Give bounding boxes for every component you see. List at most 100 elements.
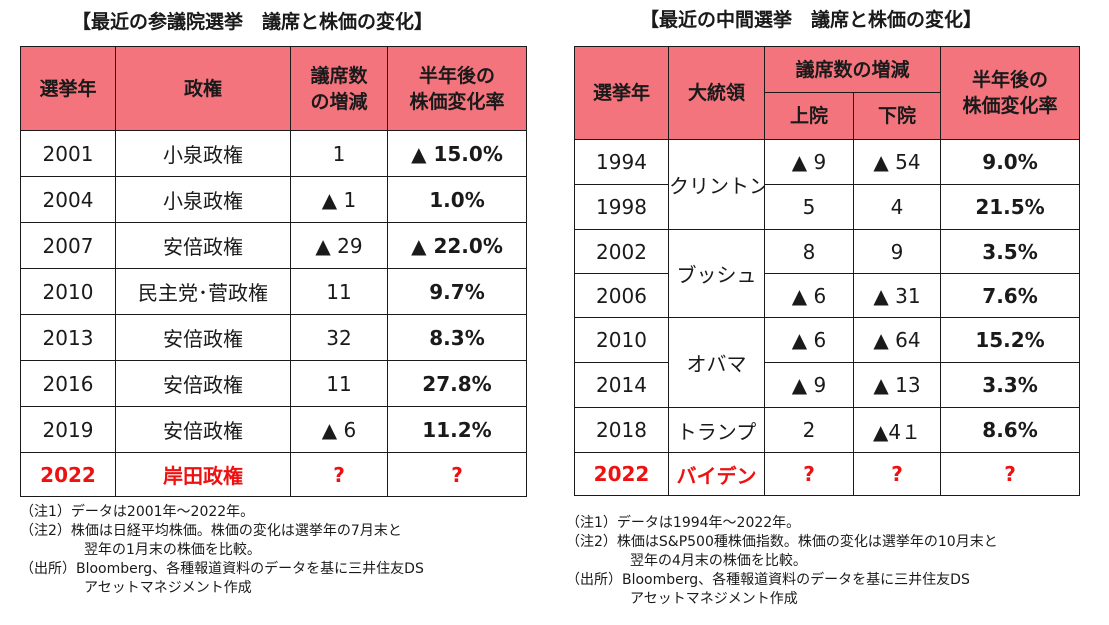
cell-house: ▲ 31 [852,273,942,318]
right-footnotes: （注1）データは1994年～2022年。 （注2）株価はS&P500種株価指数。… [566,514,998,609]
right-source: （出所）Bloomberg、各種報道資料のデータを基に三井住友DS [566,572,970,588]
cell-president: オバマ [668,317,765,408]
header-president: 大統領 [668,46,765,140]
table-row: 2010 オバマ ▲ 6 ▲ 64 15.2% [574,317,1081,408]
cell-seats: 11 [290,360,388,407]
cell-year: 2018 [574,407,669,453]
table-row-highlight: 2022 バイデン ? ? ? [574,452,1081,496]
cell-year: 1994 [574,139,669,185]
cell-year: 2006 [574,273,669,318]
cell-regime: 民主党･菅政権 [115,268,291,315]
table-row: 2016 安倍政権 11 27.8% [20,360,527,407]
table-row: 2010 民主党･菅政権 11 9.7% [20,268,527,315]
table-row: 2006 ▲ 6 ▲ 31 7.6% [574,273,1081,318]
cell-year: 2001 [20,130,116,177]
cell-year: 2002 [574,229,669,274]
cell-year: 2019 [20,406,116,453]
table-subheader-row: 上院 下院 [575,92,1080,140]
cell-year: 2013 [20,314,116,361]
cell-house: 4 [852,184,942,230]
header-seat-change: 議席数の増減 [763,46,942,93]
cell-house-highlight: ? [852,452,942,496]
cell-year: 2010 [574,317,669,363]
cell-seats: 1 [290,130,388,177]
left-source: （出所）Bloomberg、各種報道資料のデータを基に三井住友DS [20,561,424,577]
cell-regime: 安倍政権 [115,222,291,269]
cell-year: 2014 [574,362,669,408]
table-row: 2007 安倍政権 ▲ 29 ▲ 22.0% [20,222,527,269]
right-table-title: 【最近の中間選挙 議席と株価の変化】 [640,9,983,31]
cell-year-highlight: 2022 [20,452,116,497]
header-stock-change-line1: 半年後の [418,64,495,87]
table-row: 2019 安倍政権 ▲ 6 11.2% [20,406,527,453]
cell-year-highlight: 2022 [574,452,669,496]
cell-seats: 32 [290,314,388,361]
cell-regime: 小泉政権 [115,130,291,177]
cell-president: トランプ [668,407,765,453]
cell-seats: ▲ 1 [290,176,388,223]
cell-senate: ▲ 6 [764,273,854,318]
cell-seats: ▲ 29 [290,222,388,269]
upper-house-table: 選挙年 政権 議席数 の増減 半年後の 株価変化率 2001 小泉政権 1 ▲ … [20,46,527,497]
cell-senate-highlight: ? [764,452,854,496]
header-house: 下院 [852,92,942,140]
left-footnotes: （注1）データは2001年～2022年。 （注2）株価は日経平均株価。株価の変化… [20,503,424,598]
left-note-2: （注2）株価は日経平均株価。株価の変化は選挙年の7月末と [20,523,402,539]
cell-house: ▲ 54 [852,139,942,185]
cell-stock-change: 8.6% [940,407,1081,453]
header-regime: 政権 [115,46,291,131]
table-row: 1998 5 4 21.5% [574,184,1081,230]
cell-seats: ▲ 6 [290,406,388,453]
table-header-row: 選挙年 大統領 議席数の増減 半年後の 株価変化率 [574,46,1081,140]
cell-year: 2004 [20,176,116,223]
cell-senate: 2 [764,407,854,453]
cell-year: 2016 [20,360,116,407]
cell-senate: ▲ 9 [764,362,854,408]
table-row: 2018 トランプ 2 ▲4１ 8.6% [574,407,1081,453]
cell-stock-change: 7.6% [940,273,1081,318]
cell-regime: 安倍政権 [115,314,291,361]
cell-house: 9 [852,229,942,274]
cell-stock-change-highlight: ? [387,452,527,497]
cell-regime: 小泉政権 [115,176,291,223]
cell-stock-change: 3.3% [940,362,1081,408]
right-note-2: （注2）株価はS&P500種株価指数。株価の変化は選挙年の10月末と [566,534,998,550]
header-stock-change: 半年後の 株価変化率 [940,46,1081,140]
cell-stock-change: 3.5% [940,229,1081,274]
cell-house: ▲4１ [852,407,942,453]
cell-regime: 安倍政権 [115,360,291,407]
header-stock-change-line2: 株価変化率 [962,95,1058,117]
cell-house: ▲ 64 [852,317,942,363]
cell-senate: ▲ 6 [764,317,854,363]
cell-stock-change-highlight: ? [940,452,1081,496]
right-note-1: （注1）データは1994年～2022年。 [566,515,801,531]
cell-senate: 8 [764,229,854,274]
cell-regime: 安倍政権 [115,406,291,453]
table-row: 2002 ブッシュ 8 9 3.5% [574,229,1081,318]
cell-stock-change: ▲ 15.0% [387,130,527,177]
cell-regime-highlight: 岸田政権 [115,452,291,497]
midterm-election-table: 選挙年 大統領 議席数の増減 半年後の 株価変化率 上院 下院 1994 クリン… [574,46,1081,496]
table-row: 2014 ▲ 9 ▲ 13 3.3% [574,362,1081,408]
cell-seats: 11 [290,268,388,315]
cell-stock-change: 15.2% [940,317,1081,363]
cell-house: ▲ 13 [852,362,942,408]
cell-stock-change: 8.3% [387,314,527,361]
cell-seats-highlight: ? [290,452,388,497]
header-election-year: 選挙年 [574,46,669,140]
cell-stock-change: 27.8% [387,360,527,407]
table-row: 2001 小泉政権 1 ▲ 15.0% [20,130,527,177]
right-source-cont: アセットマネジメント作成 [630,591,798,607]
left-note-1: （注1）データは2001年～2022年。 [20,504,255,520]
cell-year: 1998 [574,184,669,230]
table-row: 2004 小泉政権 ▲ 1 1.0% [20,176,527,223]
header-senate: 上院 [764,92,854,140]
header-election-year: 選挙年 [20,46,116,131]
table-row-highlight: 2022 岸田政権 ? ? [20,452,527,497]
header-seat-change: 議席数 の増減 [290,46,388,131]
cell-president-highlight: バイデン [668,452,765,496]
cell-stock-change: ▲ 22.0% [387,222,527,269]
header-stock-change-line1: 半年後の [972,69,1049,91]
header-seat-change-line2: の増減 [310,90,368,113]
cell-president: ブッシュ [668,229,765,318]
